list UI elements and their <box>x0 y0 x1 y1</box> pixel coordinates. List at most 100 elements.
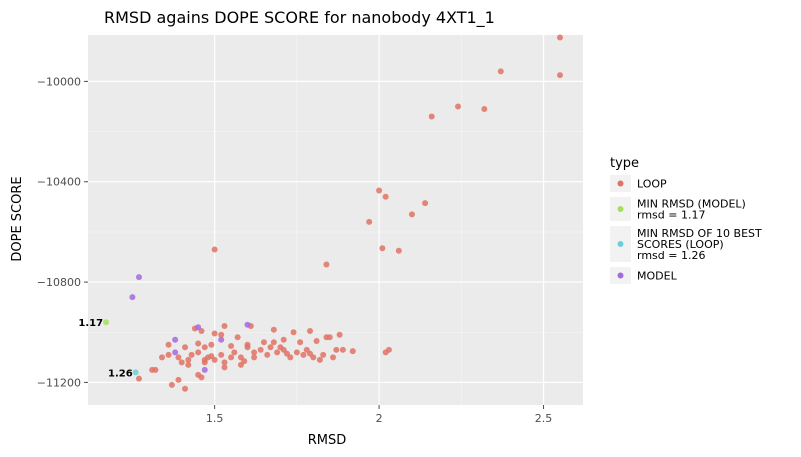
point-model <box>135 274 142 281</box>
point-loop <box>428 113 435 120</box>
point-loop <box>165 341 172 348</box>
point-loop <box>188 351 195 358</box>
point-loop <box>277 344 284 351</box>
point-loop <box>195 340 202 347</box>
point-min-rmsd-loop <box>132 369 139 376</box>
legend-label: MIN RMSD (MODEL) <box>637 198 746 211</box>
point-loop <box>307 328 314 334</box>
point-loop <box>270 326 277 333</box>
point-loop <box>201 344 208 351</box>
point-loop <box>231 349 238 356</box>
y-axis-title: DOPE SCORE <box>10 176 25 261</box>
point-loop <box>395 247 402 254</box>
y-axis-ticks: −11200 −10800 −10400 −10000 <box>37 75 88 389</box>
point-loop <box>228 354 235 361</box>
point-loop <box>300 351 307 358</box>
y-tick-label: −10800 <box>37 276 81 289</box>
legend-label: rmsd = 1.26 <box>637 249 705 262</box>
point-loop <box>201 359 208 366</box>
point-loop <box>382 193 389 200</box>
legend-title: type <box>610 156 639 171</box>
point-model <box>201 366 208 373</box>
point-loop <box>455 103 462 110</box>
point-loop <box>283 350 290 357</box>
point-loop <box>349 348 356 355</box>
point-loop <box>251 349 258 356</box>
x-axis-ticks: 1.5 2 2.5 <box>206 405 552 425</box>
data-points <box>103 34 563 392</box>
y-tick-label: −10400 <box>37 176 81 189</box>
point-loop <box>267 344 274 351</box>
y-tick-label: −10000 <box>37 75 81 88</box>
point-annotations: 1.17 1.26 <box>78 318 132 379</box>
point-model <box>195 324 202 331</box>
point-loop <box>330 354 337 361</box>
point-loop <box>198 374 205 381</box>
legend-marker <box>617 241 624 247</box>
legend-marker <box>617 272 624 279</box>
point-loop <box>221 364 228 371</box>
point-loop <box>218 351 225 358</box>
point-loop <box>218 331 225 338</box>
point-loop <box>182 344 189 351</box>
point-loop <box>366 218 373 225</box>
point-loop <box>237 361 244 368</box>
point-loop <box>307 350 314 357</box>
legend-label: MIN RMSD OF 10 BEST <box>637 227 762 240</box>
point-annotation: 1.26 <box>108 368 133 379</box>
point-loop <box>313 338 320 345</box>
point-model <box>218 336 225 343</box>
point-loop <box>481 106 488 112</box>
point-loop <box>228 343 235 350</box>
point-loop <box>260 339 267 346</box>
y-tick-label: −11200 <box>37 376 81 389</box>
legend-marker <box>617 206 624 212</box>
point-loop <box>185 361 192 368</box>
point-loop <box>185 356 192 363</box>
chart-title: RMSD agains DOPE SCORE for nanobody 4XT1… <box>104 8 495 28</box>
point-loop <box>257 346 264 353</box>
point-loop <box>182 385 189 392</box>
point-loop <box>382 349 389 356</box>
point-loop <box>211 246 218 253</box>
point-loop <box>195 349 202 356</box>
point-loop <box>497 68 504 75</box>
point-loop <box>178 359 185 366</box>
point-loop <box>208 341 215 348</box>
point-loop <box>339 346 346 353</box>
point-loop <box>244 344 251 351</box>
point-loop <box>175 354 182 361</box>
legend: type LOOP MIN RMSD (MODEL)rmsd = 1.17 MIN … <box>610 156 762 284</box>
point-model <box>129 294 136 301</box>
point-loop <box>159 354 166 361</box>
point-loop <box>152 366 159 373</box>
point-loop <box>326 334 333 341</box>
point-loop <box>270 339 277 346</box>
point-loop <box>135 375 142 382</box>
point-loop <box>165 351 172 358</box>
point-loop <box>316 356 323 363</box>
legend-label: rmsd = 1.17 <box>637 209 705 222</box>
point-loop <box>234 334 241 341</box>
point-min-rmsd-model <box>103 319 110 326</box>
point-model <box>244 321 251 328</box>
legend-label: SCORES (LOOP) <box>637 238 724 251</box>
point-loop <box>379 245 386 252</box>
point-loop <box>422 200 429 207</box>
x-tick-label: 1.5 <box>206 412 224 425</box>
point-loop <box>556 34 563 41</box>
legend-marker <box>617 180 624 187</box>
point-loop <box>221 322 228 329</box>
point-loop <box>211 356 218 363</box>
point-loop <box>205 354 212 361</box>
point-loop <box>297 339 304 346</box>
point-model <box>172 336 179 343</box>
point-loop <box>323 261 330 268</box>
point-loop <box>556 72 563 79</box>
point-loop <box>264 351 271 358</box>
point-loop <box>408 211 415 218</box>
point-loop <box>336 331 343 338</box>
point-model <box>172 349 179 356</box>
point-loop <box>221 359 228 366</box>
